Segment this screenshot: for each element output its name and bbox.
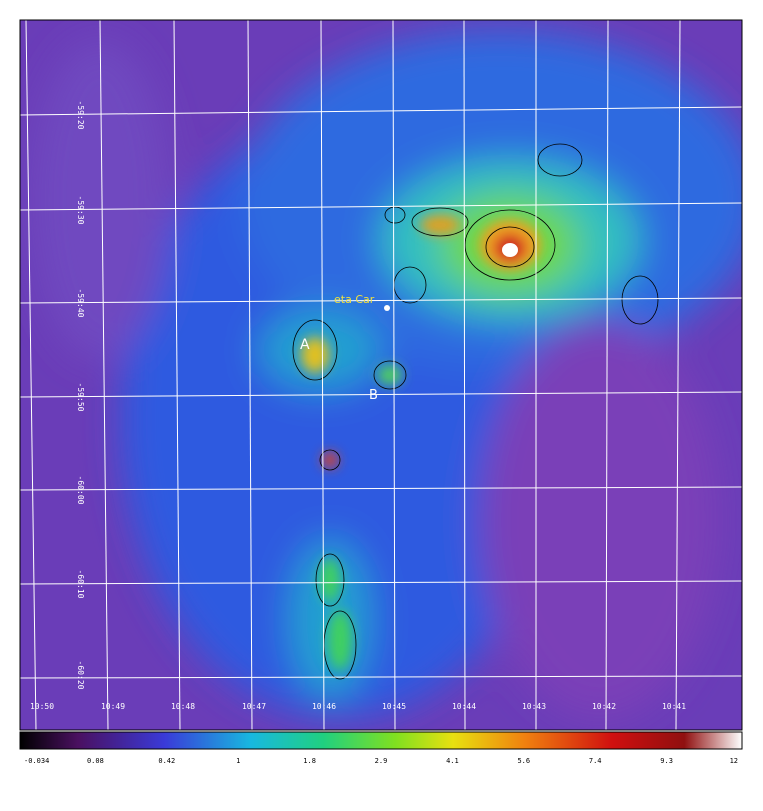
colorbar-label: 0.42 — [158, 757, 175, 765]
colorbar-label: 2.9 — [375, 757, 388, 765]
dec-label: -59:20 — [76, 101, 85, 130]
colorbar-label: 9.3 — [660, 757, 673, 765]
ra-label: 10:46 — [312, 702, 336, 711]
dec-label: -60:20 — [76, 661, 85, 690]
annotation: B — [369, 388, 378, 403]
colorbar-label: -0.034 — [24, 757, 49, 765]
dec-label: -59:40 — [76, 289, 85, 318]
colorbar-label: 12 — [730, 757, 738, 765]
dec-label: -59:50 — [76, 383, 85, 412]
ra-label: 10:43 — [522, 702, 546, 711]
colorbar-label: 5.6 — [517, 757, 530, 765]
colorbar-label: 1 — [236, 757, 240, 765]
colorbar-label: 0.08 — [87, 757, 104, 765]
ra-label: 10:47 — [242, 702, 266, 711]
annotation: A — [300, 337, 310, 353]
ra-label: 10:48 — [171, 702, 195, 711]
colorbar-label: 7.4 — [589, 757, 602, 765]
ra-label: 10:49 — [101, 702, 125, 711]
dec-label: -59:30 — [76, 196, 85, 225]
annotation: eta Car — [334, 293, 375, 306]
colorbar-label: 4.1 — [446, 757, 459, 765]
colorbar-label: 1.8 — [303, 757, 316, 765]
ra-label: 10:45 — [382, 702, 406, 711]
colorbar — [19, 731, 743, 750]
ra-label: 10:41 — [662, 702, 686, 711]
ra-label: 10:44 — [452, 702, 476, 711]
dec-label: -60:00 — [76, 476, 85, 505]
image-area — [20, 20, 742, 730]
coordinate-grid — [20, 20, 742, 730]
ra-label: 10:42 — [592, 702, 616, 711]
ra-label: 10:50 — [30, 702, 54, 711]
dec-label: -60:10 — [76, 570, 85, 599]
